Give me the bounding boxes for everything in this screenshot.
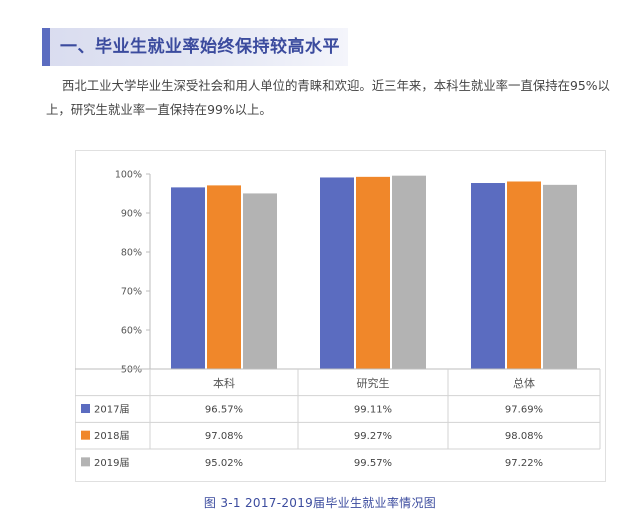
y-tick-label: 100% — [115, 170, 142, 181]
data-label: 97.22% — [505, 458, 543, 469]
banner-accent-bar — [42, 28, 50, 66]
data-label: 97.08% — [205, 431, 243, 442]
y-tick-label: 80% — [121, 248, 142, 259]
figure-frame — [75, 150, 606, 482]
bar-2018届-本科 — [207, 185, 241, 369]
data-label: 97.69% — [505, 405, 543, 416]
bar-2017届-研究生 — [320, 177, 354, 369]
data-label: 99.57% — [354, 458, 392, 469]
data-label: 95.02% — [205, 458, 243, 469]
legend-label: 2017届 — [94, 404, 129, 416]
x-category-label: 研究生 — [357, 376, 390, 390]
intro-paragraph: 西北工业大学毕业生深受社会和用人单位的青睐和欢迎。近三年来，本科生就业率一直保持… — [46, 78, 610, 117]
data-label: 96.57% — [205, 405, 243, 416]
bar-2017届-本科 — [171, 187, 205, 369]
y-tick-label: 90% — [121, 209, 142, 220]
y-tick-label: 70% — [121, 287, 142, 298]
legend-swatch-2019届 — [81, 457, 90, 467]
x-category-label: 总体 — [513, 376, 535, 390]
legend-label: 2019届 — [94, 457, 129, 469]
legend-swatch-2018届 — [81, 430, 90, 440]
legend-swatch-2017届 — [81, 404, 90, 414]
figure-caption: 图 3-1 2017-2019届毕业生就业率情况图 — [203, 496, 437, 510]
data-label: 99.27% — [354, 431, 392, 442]
bar-2019届-研究生 — [392, 175, 426, 369]
y-tick-label: 50% — [121, 365, 142, 376]
bar-2018届-总体 — [507, 181, 541, 369]
bar-2017届-总体 — [471, 183, 505, 369]
y-tick-label: 60% — [121, 326, 142, 337]
section-banner — [42, 28, 348, 66]
data-label: 98.08% — [505, 431, 543, 442]
section-title: 一、毕业生就业率始终保持较高水平 — [60, 37, 340, 57]
x-category-label: 本科 — [213, 376, 235, 390]
legend-label: 2018届 — [94, 430, 129, 442]
bar-2019届-本科 — [243, 193, 277, 369]
data-label: 99.11% — [354, 405, 392, 416]
bar-2018届-研究生 — [356, 176, 390, 369]
bar-2019届-总体 — [543, 184, 577, 369]
